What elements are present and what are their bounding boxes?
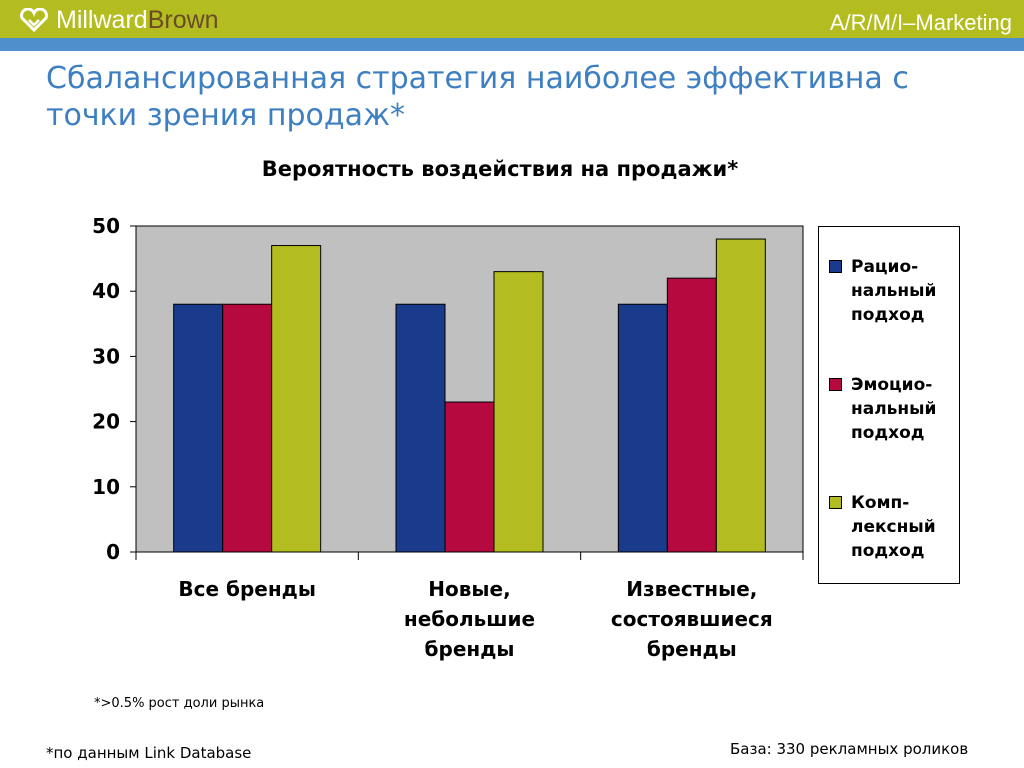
category-label: Все бренды [178,577,316,601]
bar [444,401,495,553]
logo-text-millward: Millward [56,6,148,34]
legend-swatch [829,260,842,273]
y-tick-label: 30 [92,344,120,368]
source-footnote: *по данным Link Database [46,744,252,762]
logo-wordmark: MillwardBrown [56,6,219,34]
legend-label: Эмоцио- нальный подход [851,375,937,443]
chart-title: Вероятность воздействия на продажи* [261,157,739,181]
bar [395,303,446,553]
legend-label: Рацио- нальный подход [851,257,937,325]
chart-footnote: *>0.5% рост доли рынка [94,696,265,711]
header-bar [0,0,1024,38]
y-tick-label: 0 [106,540,120,564]
chart-legend: Рацио- нальный подход Эмоцио- нальный под… [818,226,960,584]
bar [493,271,544,553]
y-tick-label: 50 [92,214,120,238]
heart-logo-icon [20,8,48,32]
base-footnote: База: 330 рекламных роликов [730,740,969,758]
bar [271,245,322,553]
bar [222,303,273,553]
bar [666,277,717,553]
bar [617,303,668,553]
header-right-label: A/R/M/I–Marketing [829,10,1012,35]
legend-swatch [829,378,842,391]
legend-label: Комп- лексный подход [851,493,936,561]
logo-text-brown: Brown [147,6,219,34]
legend-swatch [829,496,842,509]
slide-title: Сбалансированная стратегия наиболее эффе… [46,61,909,133]
bar [173,303,224,553]
bar [715,238,766,553]
category-label: Новые, небольшие бренды [403,577,536,661]
millward-brown-logo: MillwardBrown [18,6,219,34]
y-tick-label: 20 [92,410,120,434]
y-tick-label: 40 [92,279,120,303]
header-stripe [0,38,1024,51]
y-tick-label: 10 [92,475,120,499]
category-label: Известные, состоявшиеся бренды [610,577,773,661]
